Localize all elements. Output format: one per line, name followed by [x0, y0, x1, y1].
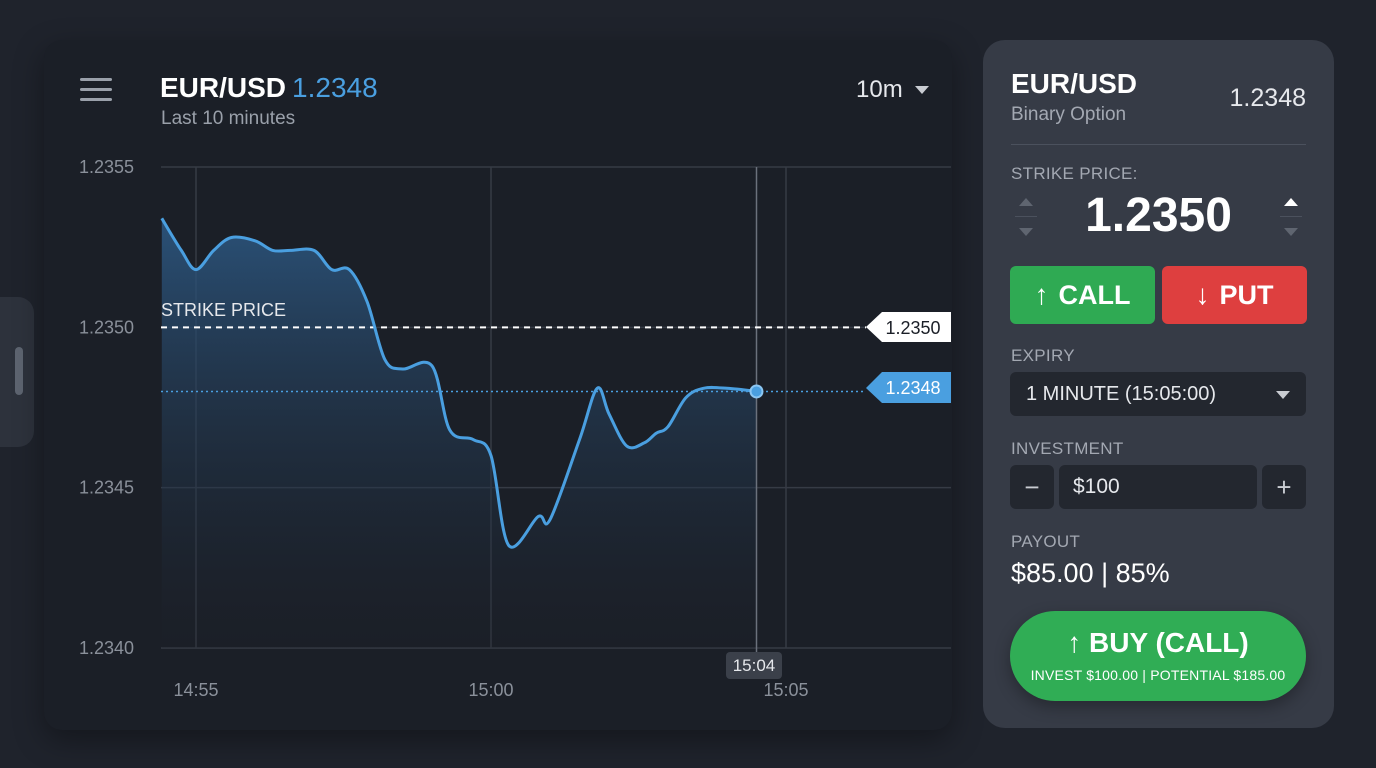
arrow-up-icon[interactable]: [1019, 198, 1033, 206]
cursor-time-text: 15:04: [733, 656, 776, 675]
price-area: [161, 218, 757, 649]
timeframe-dropdown[interactable]: 10m: [856, 76, 929, 104]
buy-label: ↑ BUY (CALL): [1010, 627, 1306, 659]
divider: [1015, 216, 1037, 217]
x-tick-label: 14:55: [173, 680, 218, 700]
price-line: [160, 217, 757, 549]
buy-sublabel: INVEST $100.00 | POTENTIAL $185.00: [1030, 667, 1286, 683]
put-button[interactable]: ↓ PUT: [1162, 266, 1307, 324]
put-label: PUT: [1219, 279, 1274, 310]
arrow-up-icon[interactable]: [1284, 198, 1298, 206]
divider: [1280, 216, 1302, 217]
drawer-grip-icon: [15, 347, 23, 395]
strike-selector: 1.2350: [1011, 188, 1306, 250]
menu-icon[interactable]: [80, 78, 112, 102]
strike-value: 1.2350: [1085, 189, 1232, 242]
chart-subtitle: Last 10 minutes: [161, 108, 296, 129]
arrow-down-icon: ↓: [1195, 279, 1210, 310]
call-label: CALL: [1058, 279, 1131, 310]
trade-symbol: EUR/USD: [1011, 68, 1138, 99]
chart-title: EUR/USD 1.2348: [160, 72, 378, 104]
strike-tag-text: 1.2350: [885, 318, 940, 338]
y-tick-label: 1.2355: [79, 157, 134, 177]
investment-increase-button[interactable]: +: [1262, 465, 1306, 509]
payout-label: PAYOUT: [1011, 532, 1081, 551]
y-tick-label: 1.2340: [79, 638, 134, 658]
expiry-label: EXPIRY: [1011, 346, 1075, 365]
investment-label: INVESTMENT: [1011, 439, 1124, 458]
arrow-up-icon: ↑: [1034, 279, 1049, 310]
trade-type: Binary Option: [1011, 104, 1127, 125]
timeframe-value: 10m: [856, 76, 903, 103]
chart-price: 1.2348: [292, 72, 378, 103]
x-tick-label: 15:05: [763, 680, 808, 700]
arrow-down-icon[interactable]: [1284, 228, 1298, 236]
expiry-select[interactable]: 1 MINUTE (15:05:00): [1010, 372, 1306, 416]
strike-tag: 1.2350: [866, 312, 951, 342]
arrow-down-icon[interactable]: [1019, 228, 1033, 236]
expiry-value: 1 MINUTE (15:05:00): [1026, 382, 1217, 405]
chevron-down-icon: [1276, 391, 1290, 399]
arrow-up-icon: ↑: [1067, 627, 1090, 658]
price-chart[interactable]: STRIKE PRICE 1.2350 1.2348 15:04 1.2355 1…: [0, 0, 960, 720]
y-tick-label: 1.2350: [79, 317, 134, 337]
x-tick-label: 15:00: [468, 680, 513, 700]
chevron-down-icon: [914, 86, 929, 94]
cursor-time-badge: 15:04: [726, 652, 782, 679]
current-point: [749, 384, 764, 399]
strike-step-right: [1276, 196, 1306, 242]
buy-label-text: BUY (CALL): [1089, 627, 1249, 658]
buy-button[interactable]: ↑ BUY (CALL) INVEST $100.00 | POTENTIAL …: [1010, 611, 1306, 701]
plus-icon: +: [1276, 471, 1292, 502]
call-button[interactable]: ↑ CALL: [1010, 266, 1155, 324]
trade-panel: EUR/USD Binary Option 1.2348 STRIKE PRIC…: [983, 40, 1334, 728]
divider: [1011, 144, 1306, 145]
chart-symbol: EUR/USD: [160, 72, 287, 103]
minus-icon: −: [1024, 471, 1040, 502]
current-price-tag: 1.2348: [866, 372, 951, 403]
strike-price-title: STRIKE PRICE:: [1011, 164, 1138, 183]
trade-price: 1.2348: [1229, 84, 1306, 112]
investment-decrease-button[interactable]: −: [1010, 465, 1054, 509]
investment-input[interactable]: [1059, 465, 1257, 509]
y-tick-label: 1.2345: [79, 478, 134, 498]
current-tag-text: 1.2348: [885, 378, 940, 398]
side-drawer-handle[interactable]: [0, 297, 34, 447]
strike-step-left: [1011, 196, 1041, 242]
strike-price-label: STRIKE PRICE: [161, 300, 286, 320]
payout-value: $85.00 | 85%: [1011, 558, 1170, 588]
